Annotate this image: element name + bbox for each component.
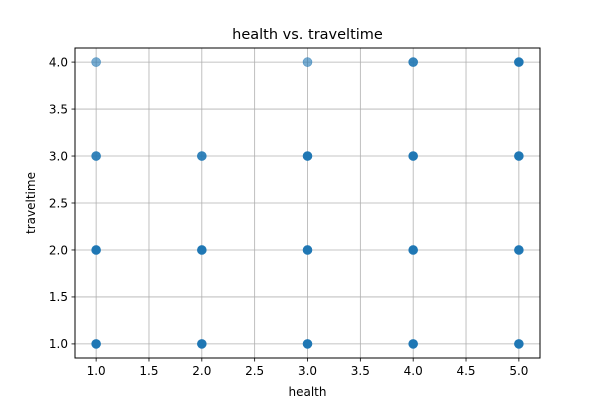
- chart-title: health vs. traveltime: [232, 27, 383, 43]
- x-tick-label: 4.0: [404, 364, 423, 378]
- y-tick-label: 2.5: [49, 196, 68, 210]
- data-point: [408, 245, 418, 255]
- x-tick-label: 2.5: [245, 364, 264, 378]
- y-tick-label: 3.5: [49, 102, 68, 116]
- x-tick-label: 3.5: [351, 364, 370, 378]
- data-point: [197, 151, 207, 161]
- data-point: [302, 339, 313, 349]
- data-point: [91, 151, 101, 161]
- x-tick-label: 1.0: [87, 364, 106, 378]
- data-point: [91, 245, 101, 255]
- x-axis-label: health: [289, 385, 327, 399]
- data-point: [514, 245, 524, 255]
- data-point: [302, 245, 313, 255]
- y-tick-label: 1.5: [49, 290, 68, 304]
- ticks-layer: 1.0 1.5 2.0 2.5 3.0 3.5 4.0 4.5 5.0 1.0 1.5 2.0 2.5 3…: [49, 55, 529, 378]
- y-tick-label: 1.0: [49, 337, 68, 351]
- data-point: [514, 151, 524, 161]
- data-point: [302, 151, 313, 161]
- x-tick-label: 5.0: [509, 364, 528, 378]
- data-point: [514, 57, 524, 67]
- y-tick-label: 3.0: [49, 149, 68, 163]
- x-tick-label: 3.0: [298, 364, 317, 378]
- data-point: [514, 339, 524, 349]
- y-tick-label: 4.0: [49, 55, 68, 69]
- data-point: [408, 57, 418, 67]
- data-point: [197, 339, 207, 349]
- points-layer: [91, 57, 524, 349]
- y-tick-label: 2.0: [49, 243, 68, 257]
- data-point: [91, 57, 101, 67]
- data-point: [197, 245, 207, 255]
- grid-layer: [75, 48, 540, 358]
- data-point: [91, 339, 101, 349]
- x-tick-label: 2.0: [192, 364, 211, 378]
- data-point: [408, 151, 418, 161]
- x-tick-label: 4.5: [456, 364, 475, 378]
- data-point: [302, 57, 313, 67]
- y-axis-label: traveltime: [24, 172, 38, 234]
- data-point: [408, 339, 418, 349]
- x-tick-label: 1.5: [139, 364, 158, 378]
